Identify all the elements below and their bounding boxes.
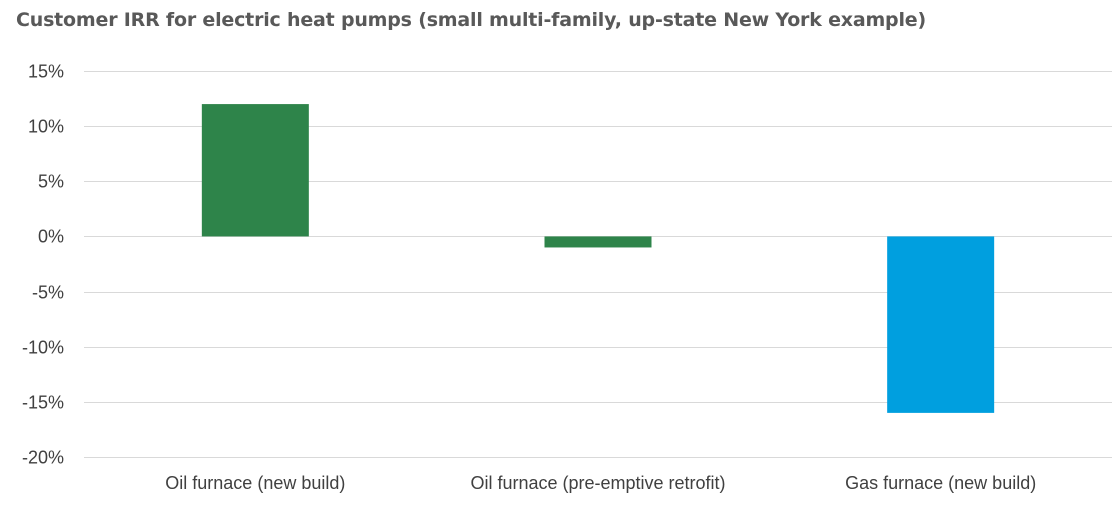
- y-tick-label: 15%: [28, 62, 64, 82]
- y-tick-label: 10%: [28, 117, 64, 137]
- x-axis-categories: Oil furnace (new build) Oil furnace (pre-…: [165, 473, 1036, 493]
- y-axis-ticks: 15% 10% 5% 0% -5% -10% -15% -20%: [22, 62, 64, 468]
- x-category-label: Oil furnace (pre-emptive retrofit): [470, 473, 725, 493]
- bar: [201, 104, 309, 237]
- y-tick-label: -10%: [22, 338, 64, 358]
- chart-title: Customer IRR for electric heat pumps (sm…: [16, 9, 926, 31]
- bar: [887, 236, 995, 413]
- y-tick-label: 5%: [38, 172, 64, 192]
- y-tick-label: -15%: [22, 393, 64, 413]
- y-tick-label: -5%: [32, 283, 64, 303]
- x-category-label: Gas furnace (new build): [845, 473, 1036, 493]
- bars: [201, 104, 995, 413]
- x-category-label: Oil furnace (new build): [165, 473, 345, 493]
- y-tick-label: 0%: [38, 227, 64, 247]
- bar: [544, 236, 652, 248]
- y-tick-label: -20%: [22, 448, 64, 468]
